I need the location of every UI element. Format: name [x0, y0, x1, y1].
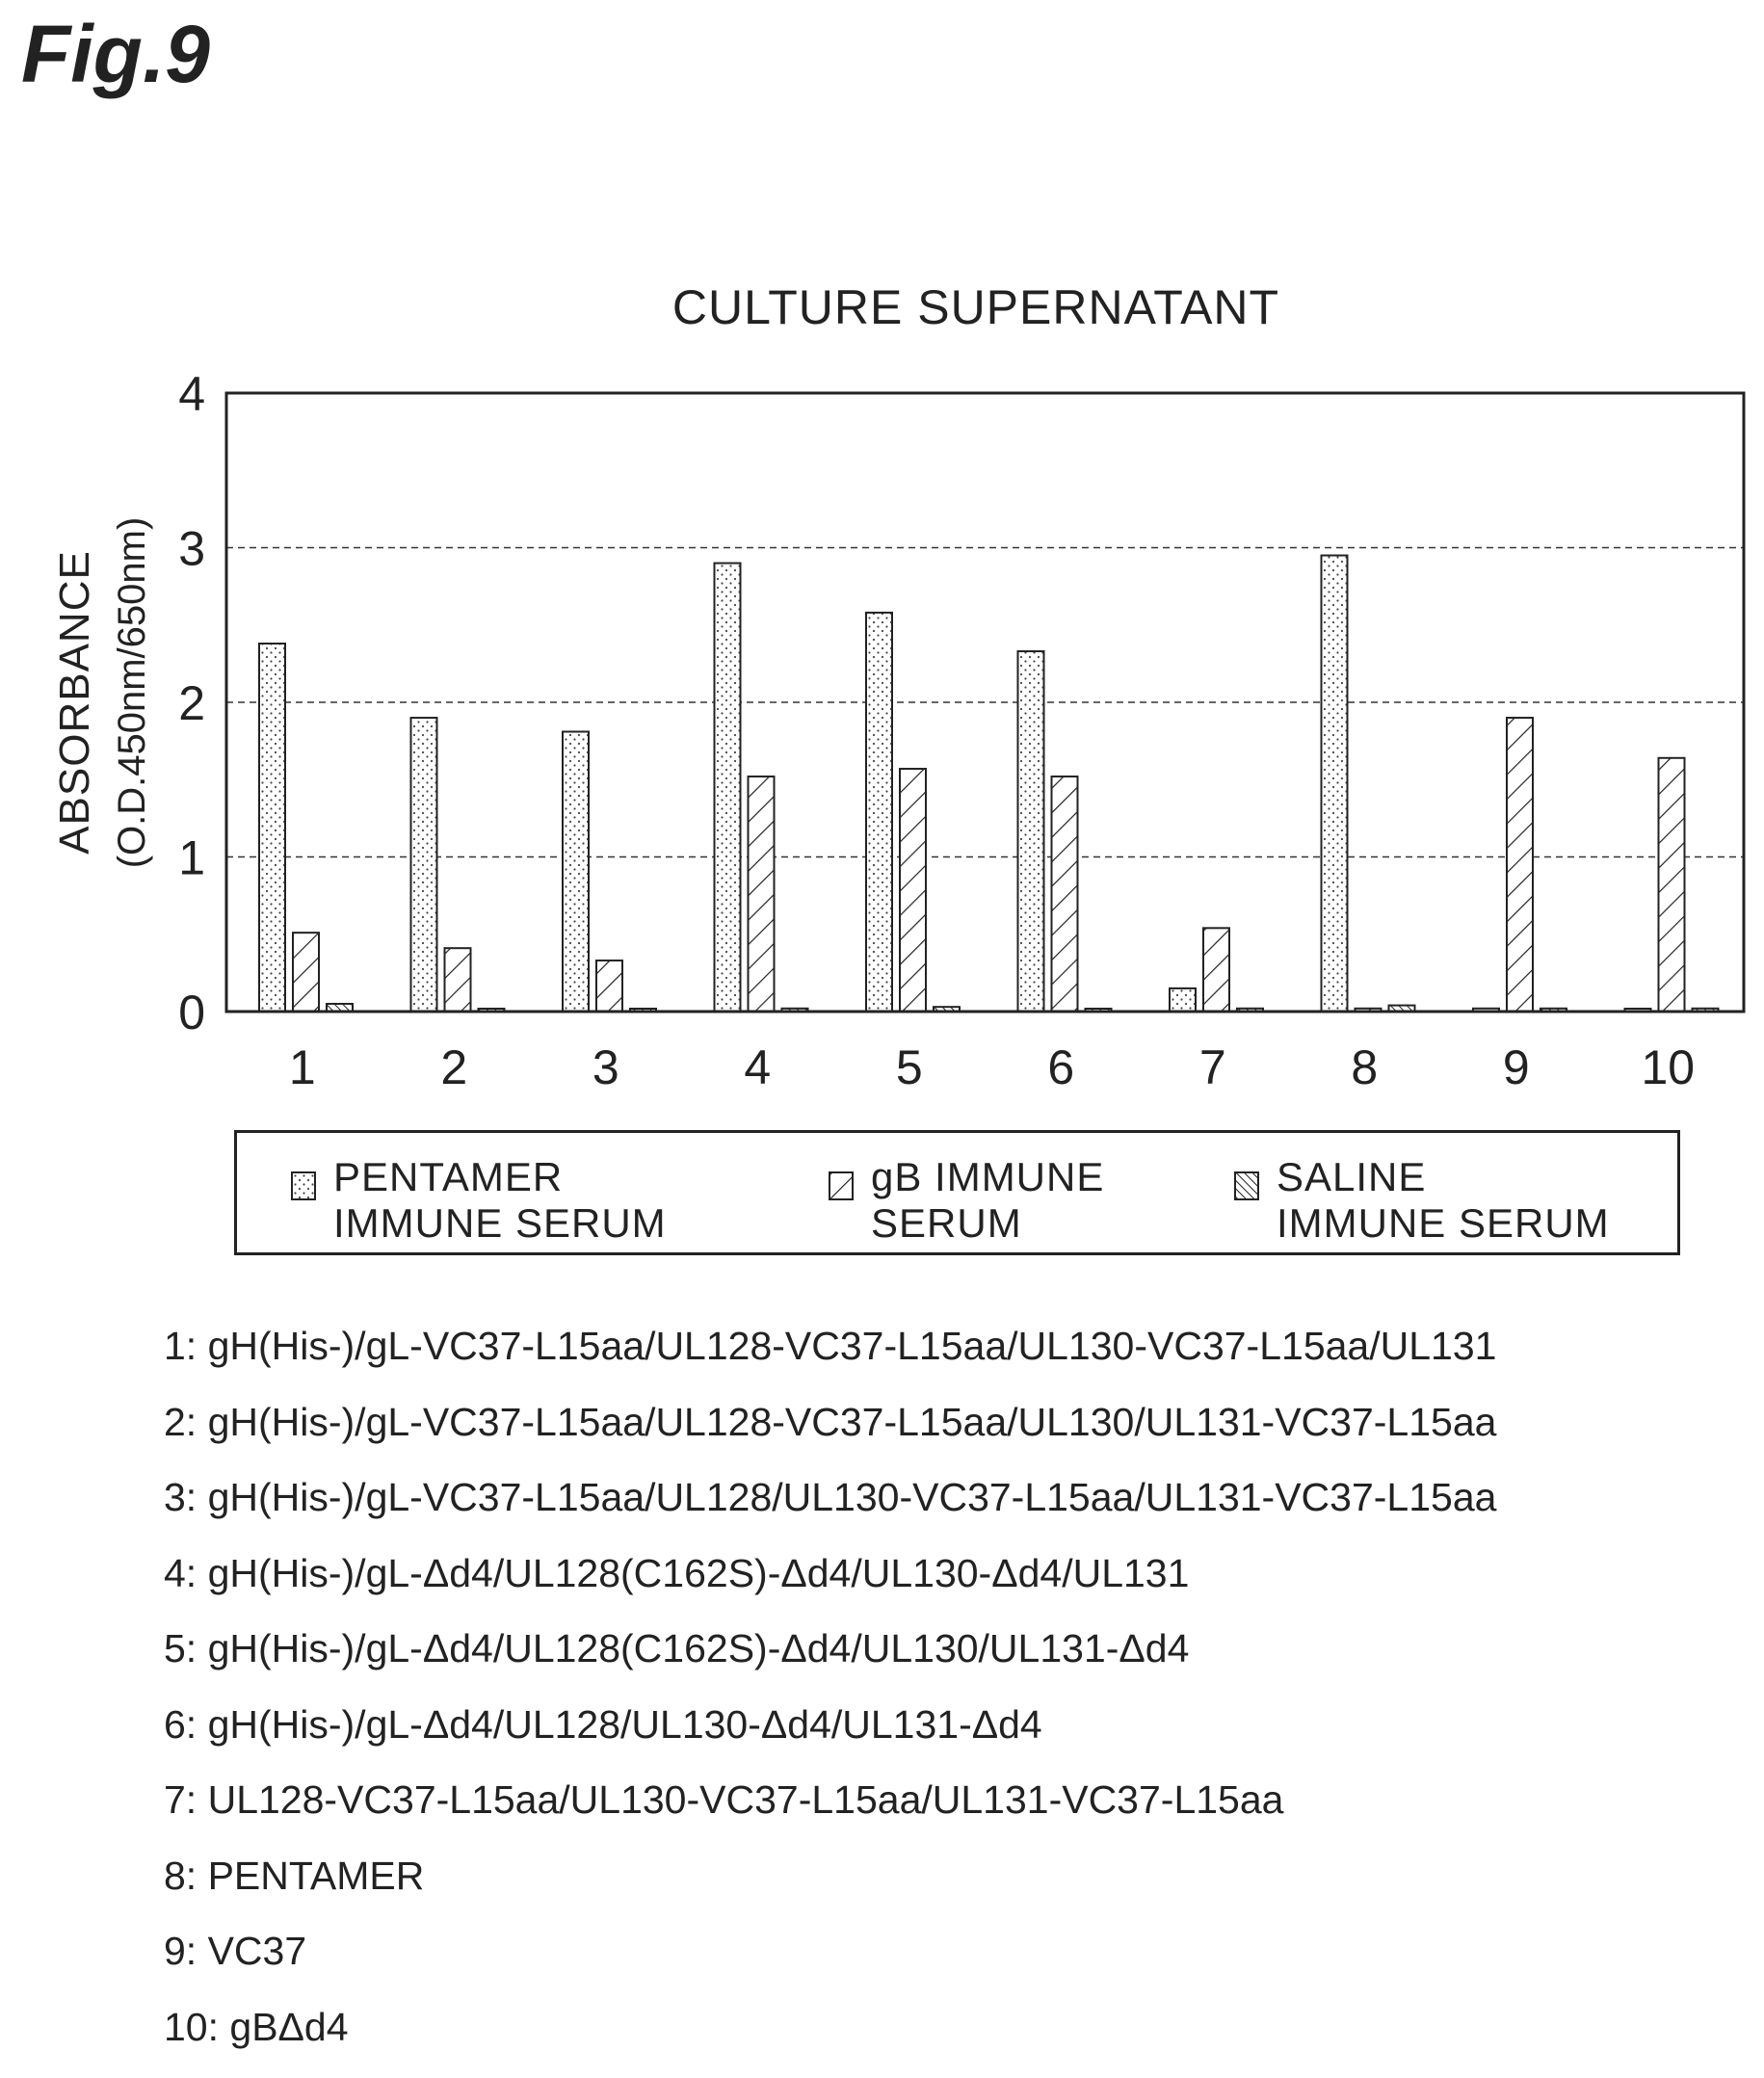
bar-diagonal-3	[596, 960, 622, 1012]
x-tick-label: 2	[440, 1040, 467, 1094]
x-tick-label: 9	[1503, 1040, 1530, 1094]
y-axis-ticks: 0 1 2 3 4	[178, 367, 205, 1039]
sample-note: 4: gH(His-)/gL-Δd4/UL128(C162S)-Δd4/UL13…	[164, 1549, 1496, 1625]
bar-diagonal-2	[445, 948, 471, 1012]
sample-note: 1: gH(His-)/gL-VC37-L15aa/UL128-VC37-L15…	[164, 1322, 1496, 1398]
sample-note: 8: PENTAMER	[164, 1852, 1496, 1928]
bar-diagonal-6	[1052, 776, 1078, 1012]
bar-dots-3	[563, 731, 589, 1012]
sample-note: 3: gH(His-)/gL-VC37-L15aa/UL128/UL130-VC…	[164, 1473, 1496, 1549]
x-tick-label: 10	[1641, 1040, 1695, 1094]
sample-note: 5: gH(His-)/gL-Δd4/UL128(C162S)-Δd4/UL13…	[164, 1624, 1496, 1700]
bar-dots-5	[866, 613, 892, 1012]
legend-label: PENTAMER IMMUNE SERUM	[333, 1154, 667, 1247]
legend-swatch-dense-diagonal	[1234, 1171, 1259, 1200]
legend-item-pentamer: PENTAMER IMMUNE SERUM	[291, 1154, 667, 1247]
y-tick-label: 4	[178, 367, 205, 421]
x-tick-label: 3	[592, 1040, 619, 1094]
bar-diagonal-9	[1507, 718, 1533, 1012]
bar-dots-4	[715, 564, 741, 1012]
y-tick-label: 1	[178, 831, 205, 885]
bar-diagonal-1	[293, 933, 319, 1012]
legend-swatch-dots	[291, 1171, 316, 1200]
x-tick-label: 8	[1351, 1040, 1378, 1094]
bar-dots-8	[1322, 556, 1348, 1012]
x-tick-label: 1	[289, 1040, 316, 1094]
sample-note: 6: gH(His-)/gL-Δd4/UL128/UL130-Δd4/UL131…	[164, 1700, 1496, 1776]
bar-dots-7	[1170, 988, 1196, 1012]
sample-note: 9: VC37	[164, 1927, 1496, 2003]
sample-note: 2: gH(His-)/gL-VC37-L15aa/UL128-VC37-L15…	[164, 1398, 1496, 1474]
y-tick-label: 0	[178, 986, 205, 1039]
x-axis-ticks: 1 2 3 4 5 6 7 8 9 10	[289, 1040, 1695, 1094]
bar-diagonal-5	[900, 769, 926, 1012]
x-tick-label: 5	[896, 1040, 923, 1094]
y-tick-label: 2	[178, 676, 205, 730]
bar-diagonal-4	[749, 776, 775, 1012]
bars	[259, 556, 1719, 1012]
bar-chart: CULTURE SUPERNATANT 0 1 2 3 4 1 2 3 4 5 6 7 8 9 10 AB…	[0, 0, 1764, 1127]
sample-note: 10: gBΔd4	[164, 2003, 1496, 2078]
sample-note: 7: UL128-VC37-L15aa/UL130-VC37-L15aa/UL1…	[164, 1776, 1496, 1852]
legend-label: gB IMMUNE SERUM	[871, 1154, 1104, 1247]
legend-swatch-diagonal	[829, 1171, 854, 1200]
x-tick-label: 7	[1199, 1040, 1226, 1094]
legend-label: SALINE IMMUNE SERUM	[1277, 1154, 1610, 1247]
bar-dots-1	[259, 644, 285, 1012]
x-tick-label: 4	[744, 1040, 771, 1094]
x-tick-label: 6	[1047, 1040, 1074, 1094]
legend-item-saline: SALINE IMMUNE SERUM	[1234, 1154, 1610, 1247]
chart-title: CULTURE SUPERNATANT	[672, 280, 1279, 334]
y-axis-label-unit: (O.D.450nm/650nm)	[111, 517, 153, 869]
bar-diagonal-7	[1203, 928, 1229, 1012]
y-tick-label: 3	[178, 522, 205, 576]
legend-item-gb: gB IMMUNE SERUM	[829, 1154, 1104, 1247]
bar-diagonal-10	[1659, 758, 1685, 1012]
bar-dots-6	[1018, 651, 1044, 1012]
bar-dots-2	[411, 718, 437, 1012]
legend: PENTAMER IMMUNE SERUM gB IMMUNE SERUM SA…	[234, 1130, 1680, 1255]
sample-list: 1: gH(His-)/gL-VC37-L15aa/UL128-VC37-L15…	[164, 1322, 1496, 2078]
y-axis-label: ABSORBANCE	[51, 550, 98, 855]
